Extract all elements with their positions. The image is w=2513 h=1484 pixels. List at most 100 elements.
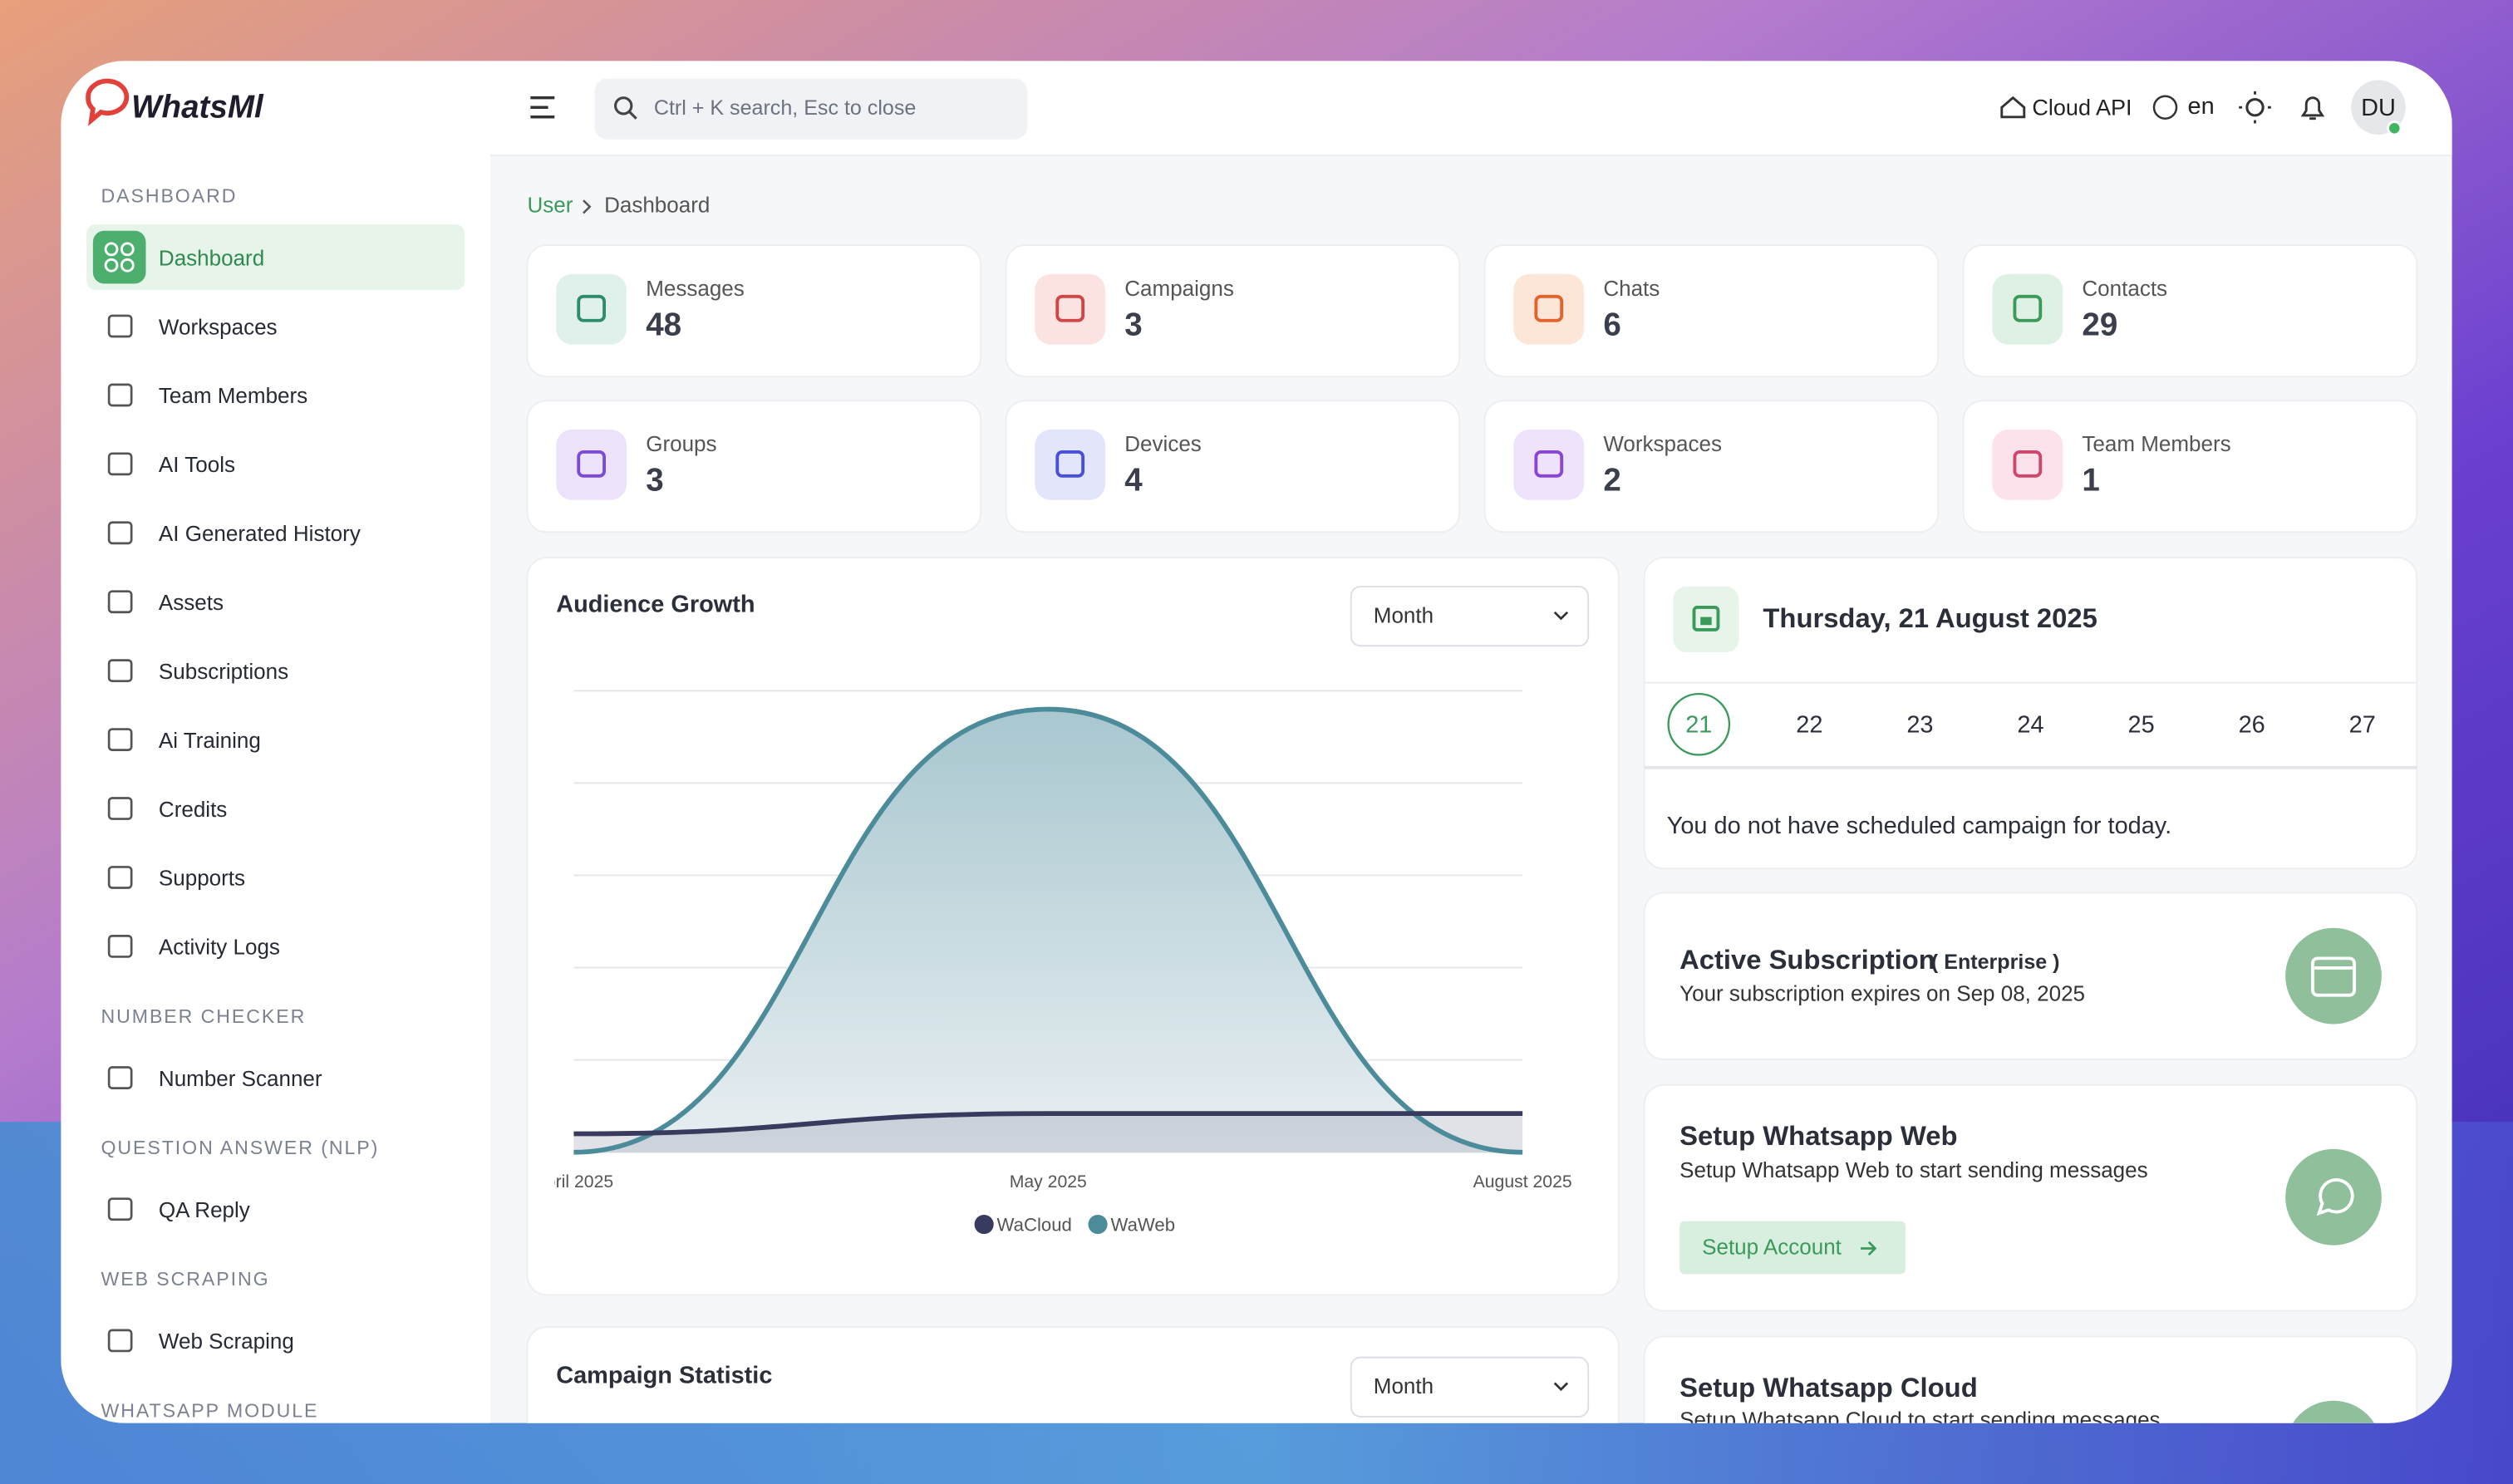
stat-card xyxy=(1483,400,1940,533)
nav-icon xyxy=(107,728,133,751)
nav-icon xyxy=(107,797,133,820)
setup-cloud-card xyxy=(1643,1335,2418,1423)
nav-icon-part xyxy=(104,258,119,273)
stat-value: 3 xyxy=(1124,307,1142,343)
calendar-day[interactable]: 26 xyxy=(2239,711,2265,738)
stat-card xyxy=(1005,400,1461,533)
setup-cloud-title: Setup Whatsapp Cloud xyxy=(1679,1372,1978,1403)
x-tick-label: April 2025 xyxy=(534,1172,613,1192)
notifications[interactable] xyxy=(2300,96,2325,120)
nav-item[interactable]: Assets xyxy=(159,590,224,615)
stat-icon-glyph xyxy=(577,294,606,322)
logo: WhatsMl xyxy=(131,89,264,125)
nav-item[interactable]: Team Members xyxy=(159,383,307,408)
nav-item[interactable]: Web Scraping xyxy=(159,1329,294,1354)
stat-label: Team Members xyxy=(2082,431,2230,456)
search-box[interactable] xyxy=(594,78,1028,140)
nav-icon-active xyxy=(92,230,146,284)
calendar-day[interactable]: 27 xyxy=(2349,711,2376,738)
search-hint: Ctrl + K search, Esc to close xyxy=(654,96,916,120)
stat-icon-glyph xyxy=(1534,450,1564,478)
nav-icon xyxy=(107,866,133,889)
section-title: WHATSAPP MODULE xyxy=(101,1399,319,1421)
nav-item[interactable]: Workspaces xyxy=(159,314,278,339)
nav-item[interactable]: AI Generated History xyxy=(159,521,361,546)
online-dot xyxy=(2387,120,2402,136)
chart-filter[interactable] xyxy=(1350,585,1590,647)
section-title: WEB SCRAPING xyxy=(101,1268,270,1290)
campaign-card xyxy=(526,1326,1620,1423)
theme-toggle[interactable] xyxy=(2245,98,2265,117)
nav-icon xyxy=(107,383,133,407)
subscription-card xyxy=(1643,892,2418,1060)
logo-icon xyxy=(86,78,130,126)
whatsapp-icon xyxy=(2285,1148,2382,1246)
nav-icon-part xyxy=(120,258,135,273)
stat-card xyxy=(1005,244,1461,378)
sidebar-nav: DASHBOARD Dashboard Workspaces Team Members… xyxy=(86,184,465,1421)
legend-label: WaCloud xyxy=(997,1214,1072,1235)
nav-icon xyxy=(107,1329,133,1353)
breadcrumb-sep xyxy=(583,199,592,214)
nav-item[interactable]: Ai Training xyxy=(159,728,261,753)
series-line xyxy=(573,706,1523,1155)
x-labels: April 2025 May 2025 August 2025 xyxy=(534,1172,1572,1192)
campaign-filter[interactable] xyxy=(1350,1356,1590,1418)
stat-icon-glyph xyxy=(1055,450,1085,478)
stat-icon xyxy=(556,273,627,345)
nav-item[interactable]: Activity Logs xyxy=(159,935,280,960)
campaign-title: Campaign Statistic xyxy=(556,1362,772,1388)
section-title: QUESTION ANSWER (NLP) xyxy=(101,1137,380,1158)
nav-item[interactable]: Number Scanner xyxy=(159,1066,322,1091)
setup-button[interactable] xyxy=(1679,1221,1906,1275)
nav-icon-part xyxy=(120,242,135,257)
hamburger[interactable] xyxy=(530,96,555,119)
section-title: DASHBOARD xyxy=(101,184,238,206)
subscription-text: Your subscription expires on Sep 08, 202… xyxy=(1679,981,2085,1006)
avatar-initials: DU xyxy=(2361,95,2396,121)
stat-icon xyxy=(1035,273,1106,345)
breadcrumb-link[interactable]: User xyxy=(528,193,573,218)
stat-card xyxy=(526,400,982,533)
stat-value: 1 xyxy=(2082,463,2099,499)
nav-icon-part xyxy=(104,242,119,257)
nav-item[interactable]: AI Tools xyxy=(159,452,235,477)
section-title: NUMBER CHECKER xyxy=(101,1005,307,1027)
stat-value: 29 xyxy=(2082,307,2117,343)
nav-item[interactable]: Subscriptions xyxy=(159,659,288,684)
nav-icon xyxy=(107,590,133,614)
breadcrumb-current: Dashboard xyxy=(604,193,710,218)
stat-icon xyxy=(1035,429,1106,500)
chart-title: Audience Growth xyxy=(556,592,755,618)
stat-icon xyxy=(1992,429,2063,500)
calendar-day[interactable]: 25 xyxy=(2127,711,2154,738)
stat-value: 2 xyxy=(1603,463,1620,499)
stat-value: 4 xyxy=(1124,463,1143,499)
stat-icon xyxy=(556,429,627,500)
x-tick-label: August 2025 xyxy=(1473,1172,1572,1192)
nav-item[interactable]: QA Reply xyxy=(159,1197,250,1222)
setup-web-title: Setup Whatsapp Web xyxy=(1679,1120,1957,1151)
legend-label: WaWeb xyxy=(1111,1214,1176,1235)
stat-icon-glyph xyxy=(2013,294,2043,322)
stat-icon xyxy=(1513,429,1585,500)
nav-item[interactable]: Credits xyxy=(159,797,227,822)
subscription-icon xyxy=(2285,927,2382,1025)
nav-item[interactable]: Dashboard xyxy=(159,245,264,270)
calendar-day[interactable]: 23 xyxy=(1906,711,1933,738)
calendar-day[interactable]: 22 xyxy=(1796,711,1822,738)
nav-item[interactable]: Supports xyxy=(159,866,245,891)
stat-icon-glyph xyxy=(1534,294,1564,322)
calendar-day[interactable]: 24 xyxy=(2017,711,2043,738)
calendar-message: You do not have scheduled campaign for t… xyxy=(1667,813,2171,839)
cloud-api[interactable]: Cloud API xyxy=(2032,95,2132,120)
chart: April 2025 May 2025 August 2025 WaCloud WaWe… xyxy=(534,690,1572,1235)
language[interactable]: en xyxy=(2187,93,2214,120)
campaign-filter-text: Month xyxy=(1374,1373,1434,1398)
nav-icon xyxy=(107,935,133,958)
window: WhatsMl Ctrl + K search, Esc to close Cl… xyxy=(61,61,2452,1423)
stat-card xyxy=(1962,400,2418,533)
calendar-day[interactable]: 21 xyxy=(1685,711,1712,738)
